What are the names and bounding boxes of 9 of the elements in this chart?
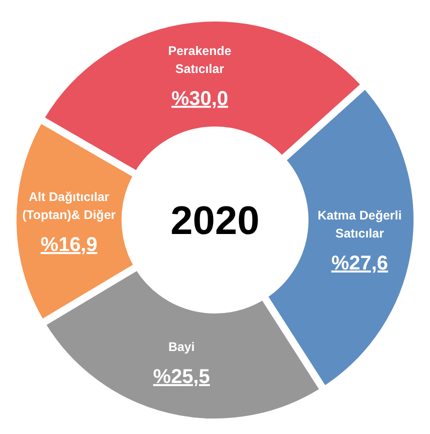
slice-label: Bayi: [168, 340, 195, 354]
slice-label: Perakende Satıcılar: [168, 44, 232, 76]
data-label: %25,5: [153, 366, 210, 388]
slice-label: Katma Değerli Satıcılar: [318, 208, 402, 241]
text: 2020: [170, 199, 260, 243]
slice-label: Alt Dağıtıcılar (Toptan)& Diğer: [22, 190, 116, 222]
data-label: %27,6: [331, 252, 388, 275]
data-label: %16,9: [40, 234, 98, 256]
data-label: %30,0: [171, 88, 228, 110]
